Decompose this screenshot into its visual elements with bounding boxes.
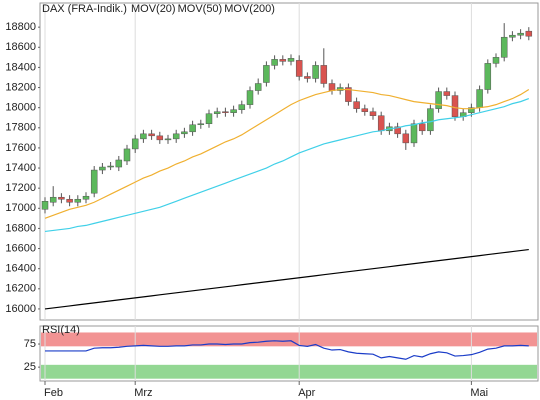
candle-body	[197, 123, 205, 126]
series-line	[44, 248, 529, 310]
y-tick-label: 16600	[5, 242, 36, 254]
candle-body	[66, 198, 73, 203]
candle-body	[427, 108, 434, 132]
candle-body	[205, 113, 213, 125]
candle-body	[172, 133, 180, 140]
y-tick-label: 16000	[5, 303, 36, 315]
candle-body	[222, 111, 229, 113]
candle-body	[271, 59, 278, 66]
candle-body	[402, 133, 410, 144]
candle-body	[476, 89, 483, 108]
candle-body	[164, 138, 172, 141]
panel-label: RSI(14)	[42, 324, 80, 336]
rsi-zone	[41, 364, 537, 379]
candle-body	[361, 108, 369, 112]
candle-body	[148, 133, 155, 137]
candle-body	[107, 165, 114, 168]
candle-body	[394, 126, 401, 135]
candle-body	[49, 196, 57, 203]
candle-body	[517, 32, 524, 36]
candle-body	[484, 63, 492, 90]
candle-body	[418, 123, 426, 132]
candle-body	[443, 91, 451, 96]
y-tick-label: 17800	[5, 122, 36, 134]
y-tick-label: 18400	[5, 61, 36, 73]
x-tick-label: Apr	[298, 387, 315, 399]
candle-body	[353, 101, 360, 109]
y-tick-label: 25	[24, 361, 36, 373]
candle-body	[74, 198, 82, 203]
y-tick-label: 18800	[5, 21, 36, 33]
candle-body	[369, 111, 377, 116]
y-tick-label: 17200	[5, 182, 36, 194]
legend-label: DAX (FRA-Indik.)	[42, 3, 127, 15]
legend-label: MOV(50)	[178, 3, 223, 15]
price-panel	[39, 2, 539, 321]
candle-body	[304, 76, 311, 79]
candle-body	[82, 195, 90, 200]
candle-body	[254, 83, 262, 91]
x-tick-label: Mai	[470, 387, 488, 399]
y-tick-label: 17600	[5, 142, 36, 154]
candle-body	[140, 133, 147, 140]
candle-body	[115, 159, 123, 168]
legend-label: MOV(200)	[224, 3, 275, 15]
candle-body	[246, 90, 254, 105]
candle-body	[525, 30, 533, 37]
y-tick-label: 16400	[5, 263, 36, 275]
candle-body	[468, 107, 475, 113]
candle-body	[263, 65, 270, 83]
candle-body	[58, 196, 65, 200]
candle-body	[279, 59, 287, 62]
candle-body	[500, 36, 508, 58]
y-tick-label: 18200	[5, 81, 36, 93]
candle-body	[156, 135, 164, 141]
candle-body	[492, 57, 500, 64]
series-line	[44, 98, 530, 233]
x-tick-label: Mrz	[134, 387, 152, 399]
candle-body	[41, 201, 49, 210]
candle-body	[189, 124, 196, 133]
candle-body	[345, 87, 352, 102]
candle-body	[181, 131, 188, 135]
series-line	[45, 340, 529, 360]
candle-body	[230, 109, 237, 113]
candle-body	[238, 104, 246, 110]
y-tick-label: 18000	[5, 102, 36, 114]
y-tick-label: 16200	[5, 283, 36, 295]
candle-body	[451, 95, 459, 117]
candle-body	[123, 148, 131, 162]
candle-body	[131, 138, 139, 150]
rsi-zone	[41, 332, 537, 347]
candle-body	[312, 65, 319, 79]
legend-label: MOV(20)	[131, 3, 176, 15]
y-tick-label: 75	[24, 338, 36, 350]
y-tick-label: 17400	[5, 162, 36, 174]
candle-body	[213, 111, 221, 114]
candle-body	[287, 58, 295, 62]
candle-body	[295, 60, 303, 77]
candle-body	[435, 91, 442, 109]
candle-body	[509, 34, 516, 38]
y-tick-label: 18600	[5, 41, 36, 53]
candle-body	[90, 169, 98, 194]
y-tick-label: 16800	[5, 222, 36, 234]
x-tick-label: Feb	[44, 387, 63, 399]
series-line	[44, 88, 530, 219]
y-tick-label: 17000	[5, 202, 36, 214]
candle-body	[320, 65, 328, 84]
candle-body	[328, 83, 336, 91]
candle-body	[377, 115, 385, 132]
candle-body	[99, 166, 106, 171]
candle-body	[410, 123, 418, 144]
